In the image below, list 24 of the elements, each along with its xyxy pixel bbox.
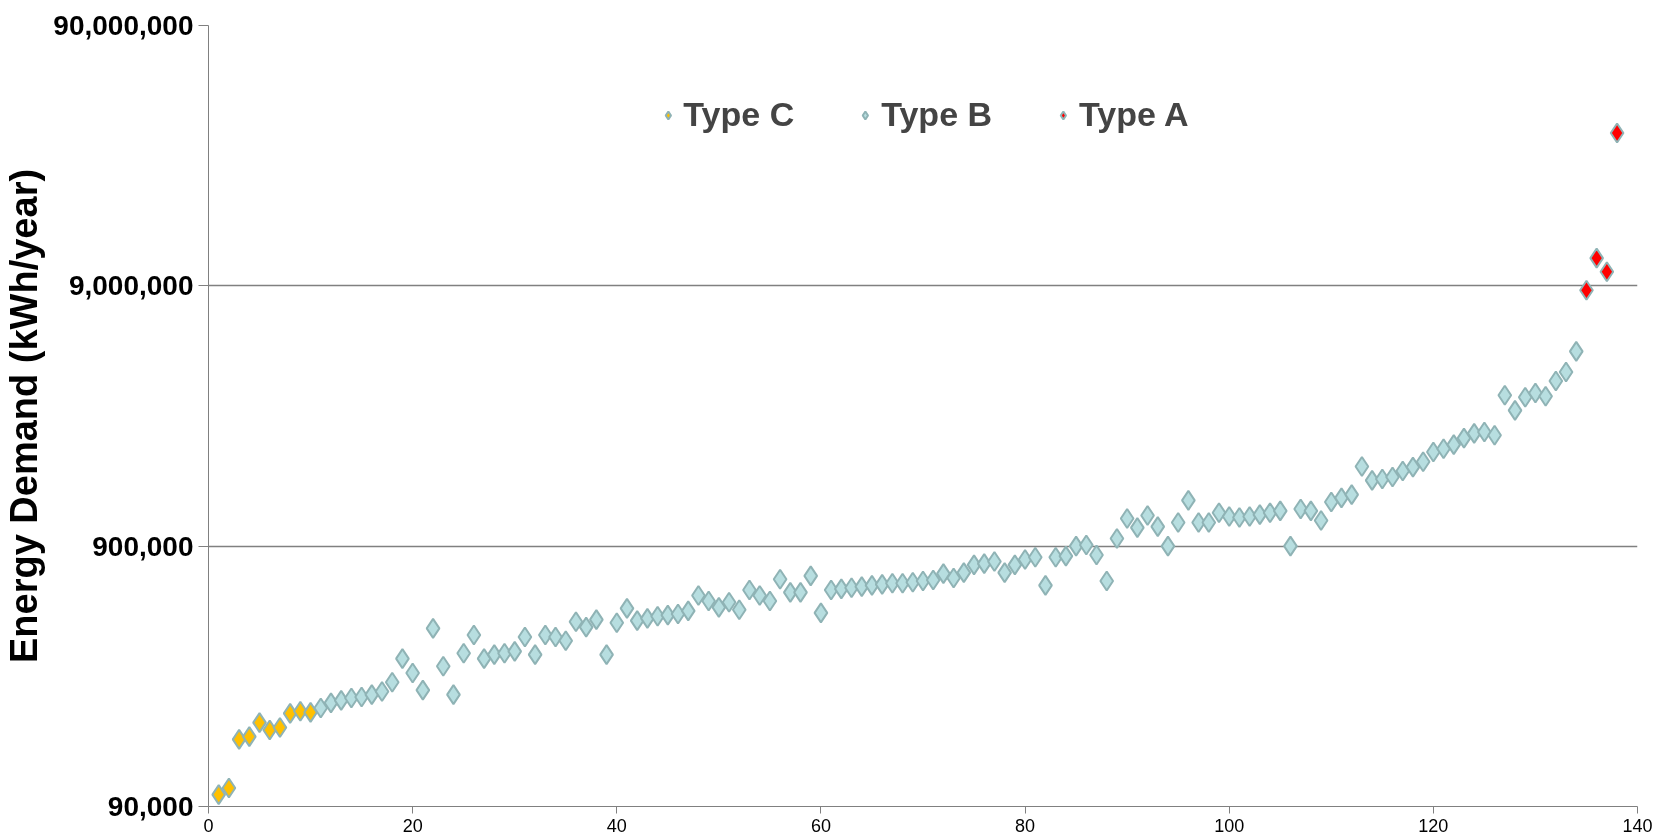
point bbox=[211, 784, 227, 806]
point bbox=[1599, 261, 1615, 283]
x-tick-label: 60 bbox=[810, 815, 831, 834]
legend-label: Type B bbox=[881, 95, 993, 134]
point bbox=[221, 777, 237, 799]
point bbox=[282, 702, 298, 724]
x-tick-label: 140 bbox=[1622, 815, 1653, 834]
x-tick-label: 100 bbox=[1214, 815, 1245, 834]
y-tick-label: 900,000 bbox=[92, 530, 194, 562]
x-tick-label: 40 bbox=[606, 815, 627, 834]
point bbox=[272, 717, 288, 739]
y-tick-label: 90,000 bbox=[107, 791, 194, 822]
x-tick-label: 80 bbox=[1015, 815, 1036, 834]
y-axis-title: Energy Demand (kWh/year) bbox=[3, 168, 46, 664]
point bbox=[262, 719, 278, 741]
point bbox=[231, 728, 247, 750]
x-tick-label: 120 bbox=[1418, 815, 1449, 834]
x-tick-label: 0 bbox=[203, 815, 214, 834]
legend-label: Type C bbox=[683, 95, 795, 134]
legend-label: Type A bbox=[1079, 95, 1189, 134]
y-tick-label: 90,000,000 bbox=[53, 10, 194, 41]
y-tick-label: 9,000,000 bbox=[68, 270, 194, 302]
point bbox=[1609, 122, 1625, 144]
x-tick-label: 20 bbox=[402, 815, 423, 834]
